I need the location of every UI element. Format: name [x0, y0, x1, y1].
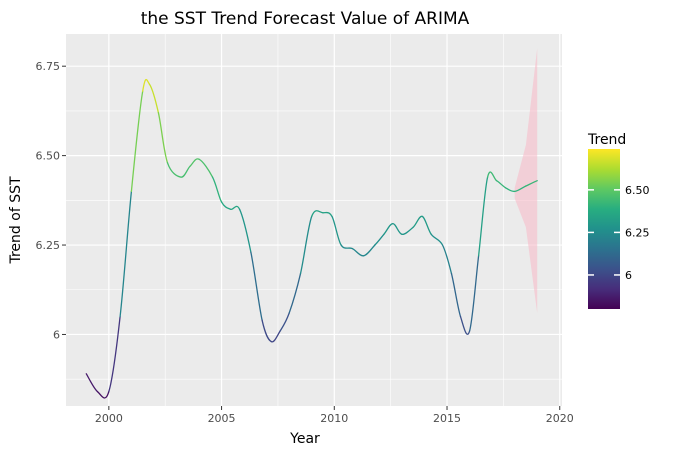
- trend-line-segment: [362, 244, 376, 257]
- legend-tick-label: 6.25: [625, 226, 650, 239]
- chart-title: the SST Trend Forecast Value of ARIMA: [141, 9, 470, 29]
- trend-line-segment: [250, 251, 263, 321]
- y-axis-ticks: 6 6.25 6.50 6.75: [36, 60, 66, 341]
- trend-line-segment: [468, 255, 480, 332]
- y-axis-title: Trend of SST: [8, 176, 24, 264]
- trend-line-segment: [130, 90, 144, 193]
- legend-title: Trend: [587, 132, 626, 148]
- x-tick-label: 2020: [546, 412, 574, 425]
- trend-line-segment: [119, 190, 133, 318]
- x-tick-label: 2005: [208, 412, 236, 425]
- trend-line-segment: [229, 205, 241, 210]
- trend-line-segment: [311, 210, 324, 218]
- grid: [52, 34, 562, 406]
- trend-line-segment: [157, 112, 169, 164]
- legend-ticks: 6 6.25 6.50: [588, 184, 650, 282]
- trend-line-segment: [401, 226, 414, 235]
- trend-line-segment: [340, 244, 353, 250]
- trend-line-segment: [261, 319, 272, 343]
- trend-line-segment: [421, 215, 432, 235]
- trend-line-segment: [495, 180, 507, 189]
- trend-line-segment: [504, 187, 516, 193]
- trend-line-layer: [85, 78, 538, 399]
- trend-line-segment: [220, 201, 232, 210]
- trend-line-segment: [288, 273, 302, 314]
- y-tick-label: 6.75: [36, 60, 61, 73]
- trend-line-segment: [351, 247, 365, 257]
- trend-line-segment: [525, 180, 538, 187]
- trend-line-segment: [142, 78, 151, 92]
- trend-line-segment: [211, 176, 223, 203]
- x-axis-title: Year: [289, 431, 320, 447]
- plot-panel: [66, 34, 562, 406]
- legend: Trend 6 6.25 6.50: [587, 132, 650, 309]
- trend-line-segment: [459, 315, 471, 335]
- forecast-band-layer: [514, 48, 538, 314]
- x-axis-ticks: 2000 2005 2010 2015 2020: [95, 406, 574, 425]
- forecast-interval-band: [514, 48, 538, 314]
- trend-line-segment: [374, 233, 385, 246]
- trend-line-segment: [279, 312, 290, 332]
- y-tick-label: 6.25: [36, 239, 61, 252]
- trend-line-segment: [430, 233, 444, 246]
- trend-line-segment: [270, 330, 281, 343]
- legend-tick-label: 6: [625, 269, 632, 282]
- trend-line-segment: [148, 83, 160, 114]
- y-tick-label: 6.50: [36, 150, 61, 163]
- trend-line-segment: [331, 215, 342, 246]
- x-tick-label: 2015: [433, 412, 461, 425]
- trend-line-segment: [383, 222, 394, 235]
- trend-line-segment: [392, 222, 403, 235]
- trend-line-segment: [166, 162, 182, 178]
- trend-line-segment: [180, 165, 191, 178]
- trend-line-segment: [96, 391, 110, 399]
- trend-line-segment: [441, 244, 453, 275]
- trend-line-segment: [108, 315, 121, 393]
- trend-line-segment: [198, 158, 214, 178]
- trend-line-segment: [238, 208, 252, 253]
- trend-line-segment: [486, 171, 498, 182]
- x-tick-label: 2000: [95, 412, 123, 425]
- legend-colorbar: [588, 149, 620, 309]
- trend-line-segment: [189, 158, 200, 167]
- y-tick-label: 6: [53, 328, 60, 341]
- trend-line-segment: [514, 185, 527, 193]
- x-tick-label: 2010: [320, 412, 348, 425]
- trend-line-segment: [299, 215, 313, 275]
- trend-line-segment: [450, 273, 462, 318]
- legend-tick-label: 6.50: [625, 184, 650, 197]
- trend-line-segment: [85, 373, 99, 393]
- trend-line-segment: [477, 176, 489, 257]
- trend-line-segment: [412, 215, 423, 228]
- trend-line-segment: [322, 211, 333, 218]
